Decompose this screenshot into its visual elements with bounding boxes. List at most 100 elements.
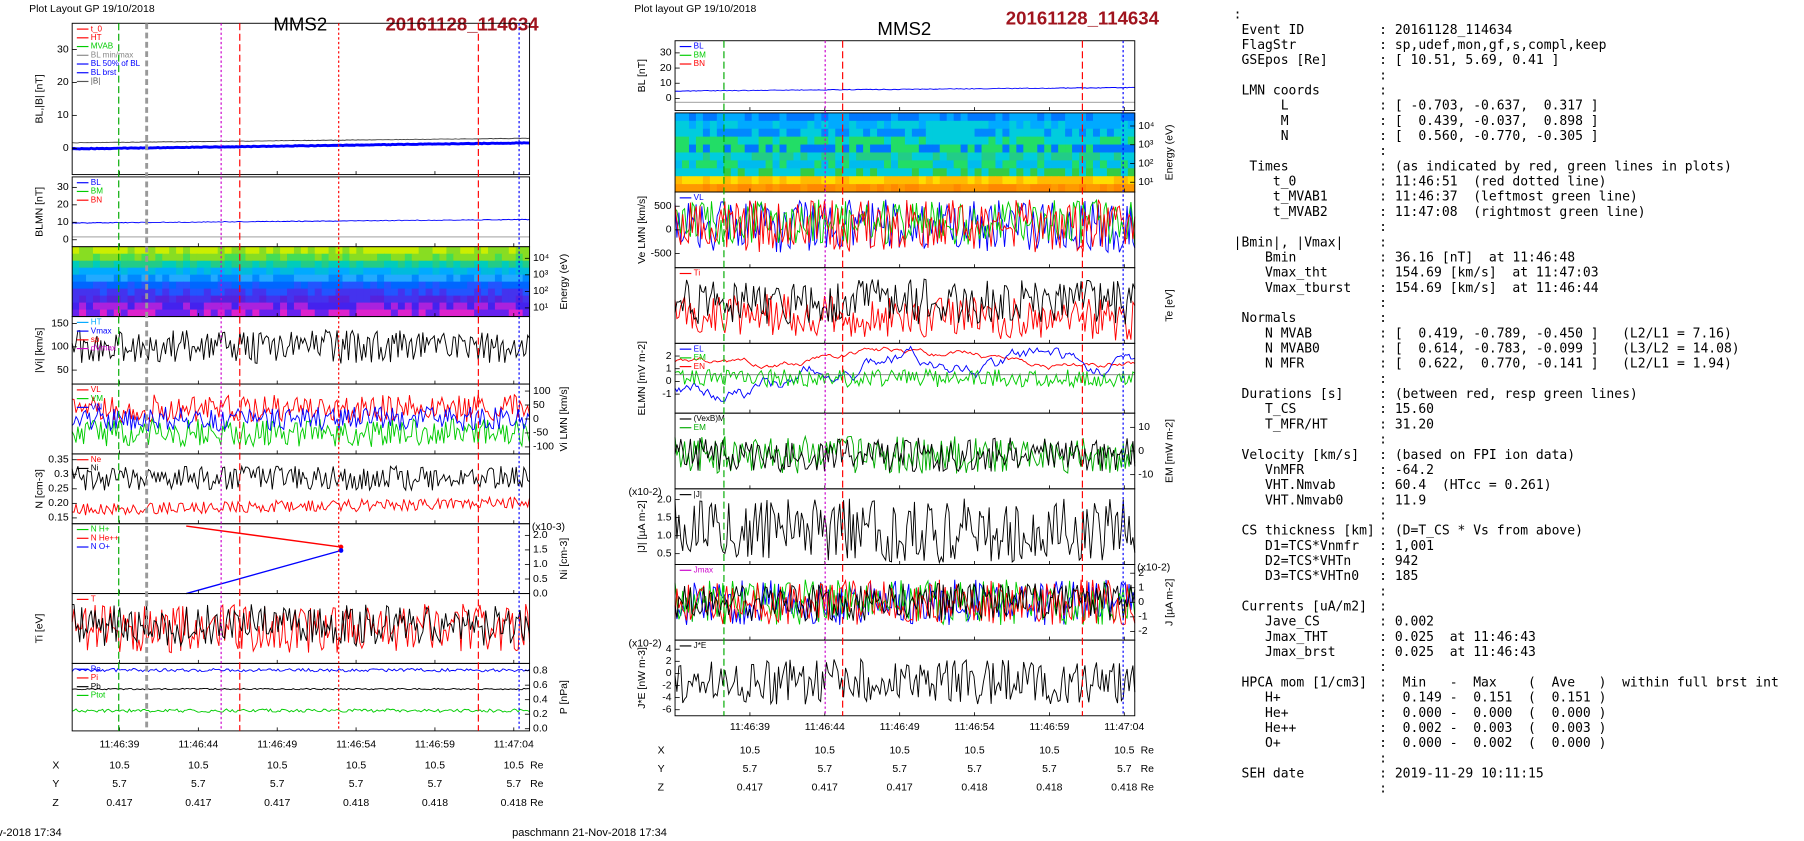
y-tick-label: 2 (666, 656, 672, 667)
spectrogram-cell (162, 253, 170, 262)
spectrogram-cell (217, 302, 226, 311)
spectrogram-cell (169, 281, 177, 290)
spectrogram-cell (807, 152, 815, 161)
spectrogram-cell (92, 260, 101, 269)
spectrogram-cell (481, 288, 489, 297)
spectrogram-cell (1086, 112, 1094, 122)
spectrogram-cell (141, 295, 149, 304)
spectrogram-cell (897, 168, 906, 177)
spectrogram-cell (772, 152, 780, 161)
spectrogram-cell (800, 152, 808, 161)
trace (674, 498, 1136, 565)
spectrogram-cell (1092, 136, 1101, 146)
spectrogram-cell (1037, 152, 1045, 161)
spectrogram-cell (835, 152, 843, 161)
spectrogram-cell (1120, 176, 1129, 185)
spectrogram-cell (995, 136, 1003, 146)
info-key: D3=TCS*VHTn0 (1234, 569, 1359, 584)
spectrogram-cell (418, 309, 427, 318)
y-tick-label: 0.0 (533, 723, 548, 734)
spectrogram-cell (939, 112, 948, 122)
info-key: He+ (1234, 706, 1289, 721)
spectrogram-cell (870, 152, 878, 161)
row-value: 10.5 (188, 761, 209, 772)
spectrogram-cell (1072, 112, 1080, 122)
spectrogram-cell (411, 309, 420, 318)
spectrogram-cell (155, 253, 163, 262)
spectrogram-cell (751, 136, 760, 146)
spectrogram-cell (1099, 152, 1108, 161)
spectrogram-cell (786, 176, 794, 185)
spectrogram-cell (1120, 136, 1129, 146)
info-value: : 942 (1379, 554, 1418, 569)
spectrogram-cell (224, 302, 233, 311)
spectrogram-cell (99, 246, 108, 255)
spectrogram-cell (377, 295, 385, 304)
trace (186, 525, 342, 548)
spectrogram-cell (363, 309, 371, 318)
spectrogram-cell (446, 281, 454, 290)
spectrogram-cell (86, 281, 94, 290)
spectrogram-cell (1044, 128, 1052, 138)
spectrogram-cell (176, 281, 184, 290)
spectrogram-cell (169, 309, 177, 318)
spectrogram-cell (1106, 152, 1115, 161)
spectrogram-cell (709, 120, 718, 130)
spectrogram-cell (203, 295, 212, 304)
spectrogram-cell (487, 281, 496, 290)
spectrogram-cell (890, 112, 899, 122)
spectrogram-cell (814, 128, 822, 138)
info-value: : [ 0.439, -0.037, 0.898 ] (1379, 114, 1598, 129)
spectrogram-cell (849, 136, 857, 146)
spectrogram-cell (217, 246, 226, 255)
spectrogram-cell (231, 260, 239, 269)
spectrogram-cell (1016, 120, 1024, 130)
spectrogram-cell (1127, 144, 1136, 153)
row-value: 10.5 (504, 761, 525, 772)
spectrogram-cell (314, 246, 323, 255)
info-key: Durations [s] (1234, 387, 1344, 402)
spectrogram-cell (307, 302, 316, 311)
info-key: FlagStr (1234, 38, 1297, 53)
spectrogram-cell (196, 281, 205, 290)
row-unit: Re (530, 798, 544, 809)
row-value: 10.5 (815, 745, 836, 756)
spectrogram-cell (1065, 128, 1073, 138)
y-tick-label: 1 (1138, 583, 1144, 594)
info-value: : (1379, 600, 1387, 615)
spectrogram-cell (384, 246, 392, 255)
legend-label: BL min/max (91, 50, 134, 59)
spectrogram-cell (946, 120, 955, 130)
spectrogram-cell (814, 144, 822, 153)
spectrogram-cell (148, 302, 156, 311)
spectrogram-cell (377, 274, 385, 283)
spectrogram-cell (280, 302, 288, 311)
spectrogram-cell (280, 281, 288, 290)
y-tick-label: 0.6 (533, 680, 548, 691)
spectrogram-cell (92, 309, 101, 318)
spectrogram-cell (800, 120, 808, 130)
spectrogram-cell (1086, 168, 1094, 177)
spectrogram-cell (370, 281, 378, 290)
spectrogram-cell (99, 267, 108, 276)
spectrogram-cell (293, 253, 302, 262)
spectrogram-cell (890, 128, 899, 138)
spectrogram-cell (106, 288, 115, 297)
spectrogram-cell (953, 176, 962, 185)
spectrogram-cell (1023, 176, 1031, 185)
spectrogram-cell (321, 246, 330, 255)
spectrogram-cell (1106, 120, 1115, 130)
spectrogram-cell (1113, 112, 1122, 122)
spectrogram-cell (904, 168, 913, 177)
spectrogram-cell (849, 120, 857, 130)
spectrogram-cell (210, 246, 219, 255)
spectrogram-cell (280, 253, 288, 262)
spectrogram-cell (1016, 176, 1024, 185)
spectrogram-cell (1051, 136, 1059, 146)
spectrogram-cell (377, 302, 385, 311)
spectrogram-cell (411, 281, 420, 290)
info-key: D1=TCS*Vnmfr (1234, 539, 1360, 554)
legend-label: N O+ (91, 542, 110, 551)
spectrogram-cell (911, 168, 920, 177)
spectrogram-cell (932, 168, 941, 177)
